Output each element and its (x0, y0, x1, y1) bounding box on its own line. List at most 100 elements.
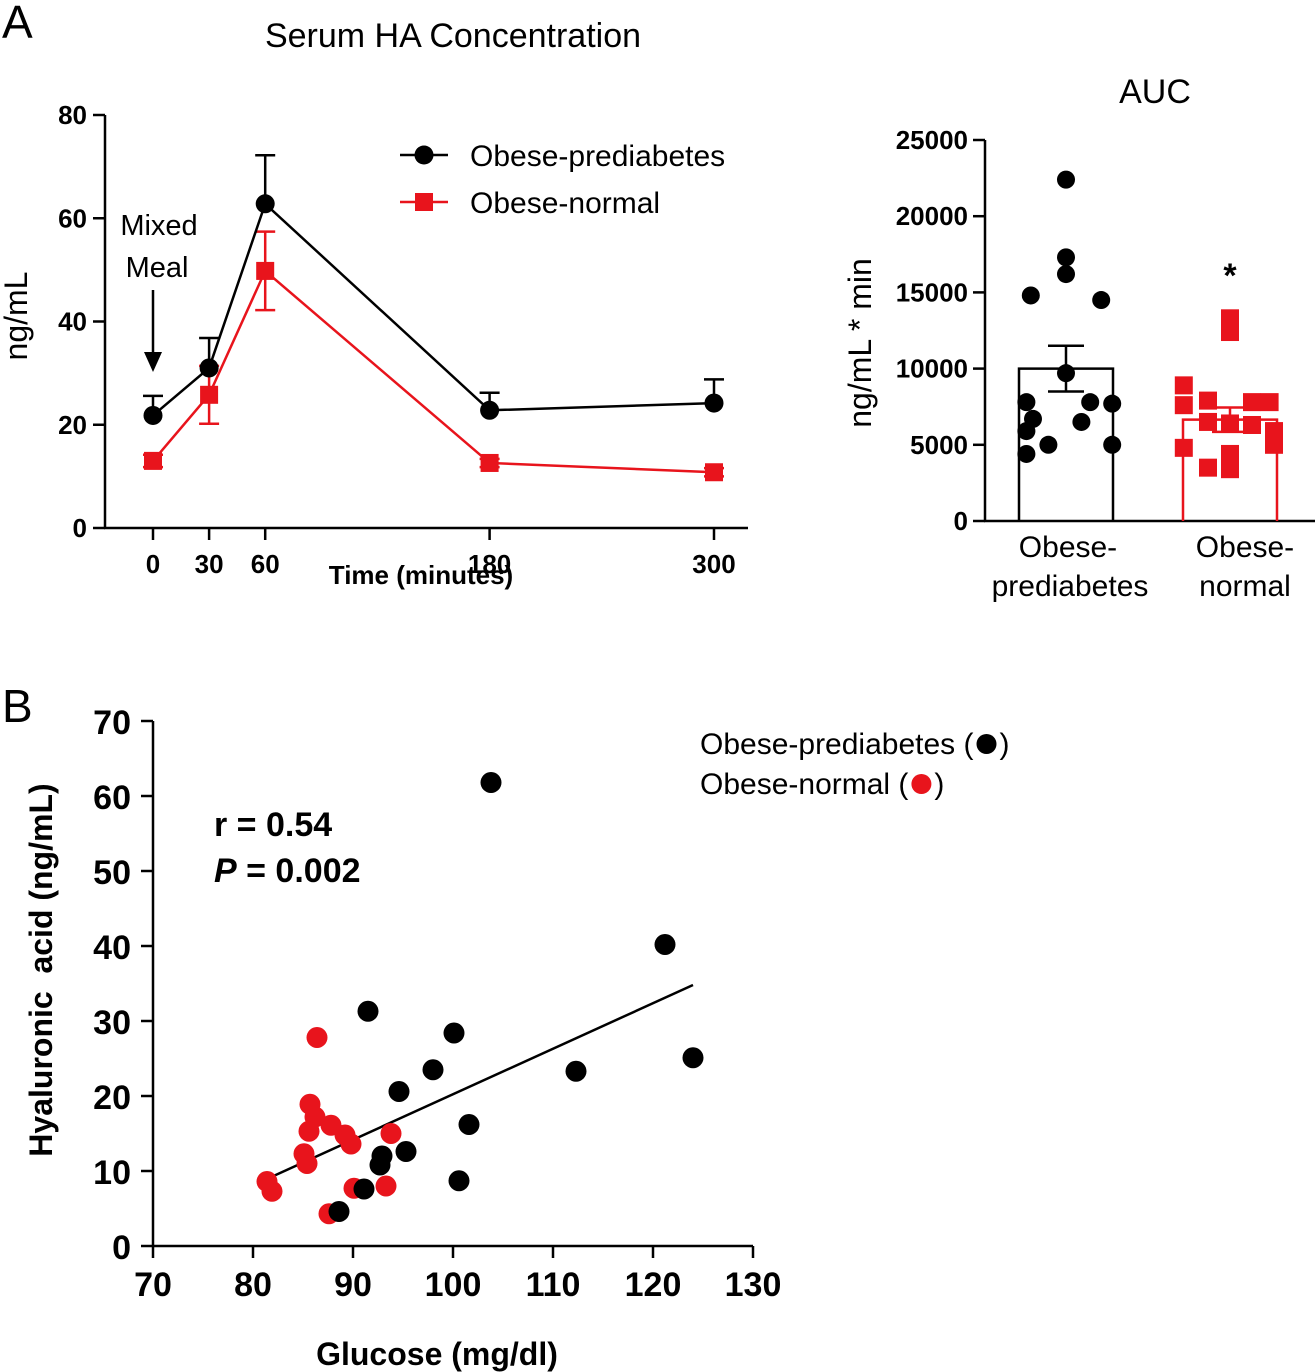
glucose-ha-chart: 0 10 20 30 40 50 60 70 70 80 90 100 110 120 130 Gluco… (23, 704, 1010, 1372)
auc-y-tick-label: 20000 (896, 201, 968, 231)
serum-ha-point (144, 451, 162, 470)
panel-b-letter: B (2, 680, 33, 732)
serum-ha-y-tick-label: 20 (58, 410, 87, 440)
scatter-p-number: = 0.002 (237, 852, 361, 890)
auc-point (1174, 376, 1193, 395)
scatter-point (654, 934, 676, 955)
scatter-point (340, 1133, 362, 1155)
auc-category-1-line1: Obese- (1019, 531, 1117, 564)
auc-point (1221, 414, 1239, 433)
serum-ha-series (143, 154, 724, 482)
auc-point (1221, 444, 1239, 463)
auc-y-tick-label: 5000 (910, 430, 968, 460)
auc-point (1017, 393, 1036, 412)
serum-ha-point (200, 385, 219, 404)
legend-normal-marker (415, 193, 433, 211)
scatter-x-tick-label: 70 (134, 1266, 172, 1304)
scatter-x-tick-label: 100 (425, 1266, 482, 1304)
auc-point (1221, 323, 1239, 342)
serum-ha-x-tick-label: 0 (146, 549, 160, 579)
scatter-point (369, 1154, 391, 1176)
scatter-y-tick-label: 40 (93, 929, 131, 967)
serum-ha-point (480, 453, 499, 472)
auc-point (1103, 394, 1122, 413)
auc-point (1057, 248, 1075, 267)
scatter-y-tick-label: 70 (93, 704, 131, 742)
scatter-point (388, 1081, 410, 1102)
auc-point (1243, 393, 1261, 412)
auc-bars (1017, 170, 1283, 521)
scatter-point (357, 1000, 379, 1022)
auc-point (1221, 309, 1239, 328)
scatter-point (353, 1178, 375, 1200)
serum-ha-y-tick-label: 40 (58, 307, 87, 337)
auc-point (1174, 396, 1193, 415)
auc-point (1265, 422, 1283, 441)
scatter-point (682, 1047, 704, 1069)
serum-ha-series-line (152, 201, 715, 417)
scatter-y-tick-label: 0 (112, 1229, 131, 1267)
scatter-y-tick-label: 10 (93, 1154, 131, 1192)
auc-point (1021, 286, 1040, 305)
auc-point (1199, 391, 1217, 410)
scatter-point (380, 1123, 402, 1144)
auc-point (1081, 393, 1100, 412)
auc-chart: AUC 0 5000 10000 15000 20000 25000 ng/mL * mi… (842, 73, 1315, 603)
scatter-x-tick-label: 80 (234, 1266, 272, 1304)
scatter-point (328, 1201, 350, 1222)
auc-y-tick-label: 0 (954, 506, 968, 536)
auc-point (1199, 458, 1217, 477)
auc-point (1057, 265, 1075, 284)
auc-significance-star: * (1223, 257, 1237, 295)
serum-ha-point (199, 358, 219, 378)
auc-point (1199, 412, 1217, 431)
scatter-legend: Obese-prediabetes () Obese-normal () (700, 728, 1010, 801)
serum-ha-y-tick-label: 60 (58, 203, 87, 233)
auc-point (1174, 438, 1193, 457)
serum-ha-chart: Serum HA Concentration 0 20 40 60 80 0 30 60 18… (0, 17, 748, 590)
scatter-x-tick-label: 120 (625, 1266, 682, 1304)
scatter-point (395, 1141, 417, 1162)
scatter-legend-normal-label: Obese-normal ( (700, 768, 908, 801)
scatter-legend-prediabetes-label: Obese-prediabetes ( (700, 728, 974, 761)
auc-y-label: ng/mL * min (842, 258, 878, 428)
auc-point (1265, 435, 1283, 454)
auc-point (1103, 435, 1122, 454)
scatter-y-tick-label: 60 (93, 779, 131, 817)
mixed-meal-arrow-icon (144, 352, 162, 372)
scatter-point (296, 1153, 318, 1174)
scatter-point (443, 1022, 465, 1044)
scatter-legend-prediabetes: Obese-prediabetes () (700, 728, 1010, 761)
scatter-point (298, 1120, 320, 1142)
scatter-x-tick-label: 130 (725, 1266, 782, 1304)
serum-ha-point (255, 194, 275, 214)
serum-ha-point (704, 393, 724, 413)
scatter-y-label: Hyaluronic acid (ng/mL) (23, 783, 59, 1156)
scatter-point (458, 1114, 480, 1135)
auc-y-tick-label: 25000 (896, 125, 968, 155)
serum-ha-x-label: Time (minutes) (329, 560, 513, 590)
scatter-legend-normal: Obese-normal () (700, 768, 944, 801)
panel-a-letter: A (2, 0, 33, 48)
scatter-x-tick-label: 90 (334, 1266, 372, 1304)
scatter-point (422, 1059, 444, 1081)
serum-ha-x-tick-label: 300 (692, 549, 735, 579)
scatter-p-label: P (214, 852, 237, 890)
auc-point (1072, 412, 1091, 431)
auc-title: AUC (1119, 73, 1191, 111)
mixed-meal-line1: Mixed (120, 210, 197, 242)
serum-ha-x-tick-label: 60 (251, 549, 280, 579)
scatter-point (448, 1170, 470, 1192)
serum-ha-legend: Obese-prediabetes Obese-normal (400, 140, 725, 220)
scatter-point (261, 1180, 283, 1202)
scatter-trendline (267, 983, 694, 1180)
auc-point (1057, 170, 1075, 189)
auc-category-1-line2: prediabetes (992, 570, 1149, 603)
scatter-point (480, 772, 502, 793)
auc-point (1039, 435, 1058, 454)
scatter-point (306, 1027, 328, 1048)
serum-ha-x-tick-label: 180 (468, 549, 511, 579)
serum-ha-x-tick-label: 30 (195, 549, 224, 579)
scatter-point (565, 1060, 587, 1082)
